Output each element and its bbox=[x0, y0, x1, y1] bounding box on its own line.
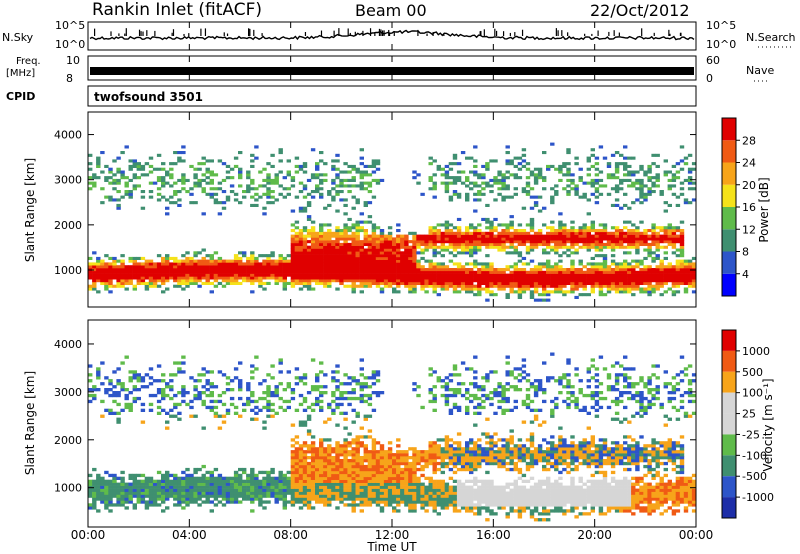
cpid-label: CPID bbox=[6, 90, 35, 103]
ytick-label: 1000 bbox=[54, 264, 82, 277]
colorbar-tick: -1000 bbox=[742, 491, 774, 504]
colorbar-swatch bbox=[722, 330, 736, 351]
cpid-value: twofsound 3501 bbox=[94, 90, 203, 104]
colorbar-tick: 1000 bbox=[742, 345, 770, 358]
ytick-label: 2000 bbox=[54, 434, 82, 447]
power-ylabel: Slant Range [km] bbox=[23, 158, 37, 262]
xtick-label: 08:00 bbox=[273, 528, 308, 542]
date-title: 22/Oct/2012 bbox=[590, 1, 690, 20]
colorbar-swatch bbox=[722, 413, 736, 435]
colorbar-tick: 28 bbox=[742, 134, 756, 147]
power-heatmap bbox=[88, 142, 697, 302]
colorbar-swatch bbox=[722, 434, 736, 456]
colorbar-tick: 25 bbox=[742, 408, 756, 421]
noise-tick-top-right: 10^5 bbox=[706, 19, 736, 32]
colorbar-swatch bbox=[722, 497, 736, 518]
ytick-label: 2000 bbox=[54, 219, 82, 232]
ytick-label: 4000 bbox=[54, 338, 82, 351]
velocity-panel: 1000 2000 3000 4000 Slant Range [km] 1000 50… bbox=[23, 319, 775, 528]
colorbar-tick: 24 bbox=[742, 157, 756, 170]
power-colorbar: 4 8 12 16 20 24 28 bbox=[721, 117, 756, 297]
freq-tick-bottom: 8 bbox=[66, 72, 73, 85]
freq-tick-top: 10 bbox=[66, 54, 80, 67]
colorbar-tick: 500 bbox=[742, 366, 763, 379]
station-title: Rankin Inlet (fitACF) bbox=[92, 0, 262, 20]
xtick-label: 12:00 bbox=[375, 528, 410, 542]
xtick-label: 16:00 bbox=[476, 528, 511, 542]
colorbar-tick: -100 bbox=[742, 449, 767, 462]
freq-trace bbox=[90, 67, 694, 75]
colorbar-tick: 16 bbox=[742, 201, 756, 214]
ytick-label: 3000 bbox=[54, 174, 82, 187]
colorbar-swatch bbox=[722, 118, 736, 141]
colorbar-tick: -500 bbox=[742, 470, 767, 483]
colorbar-swatch bbox=[722, 162, 736, 185]
colorbar-swatch bbox=[722, 184, 736, 207]
colorbar-swatch bbox=[722, 273, 736, 296]
colorbar-swatch bbox=[722, 140, 736, 163]
time-axis: 00:00 04:00 08:00 12:00 16:00 20:00 00:00 bbox=[71, 22, 714, 542]
nave-label: Nave bbox=[746, 64, 774, 77]
velocity-colorbar-label: Velocity [m s⁻¹] bbox=[761, 378, 775, 471]
colorbar-swatch bbox=[722, 392, 736, 414]
noise-tick-bottom-right: 10^0 bbox=[706, 38, 736, 51]
colorbar-tick: 20 bbox=[742, 179, 756, 192]
power-panel: 1000 2000 3000 4000 Slant Range [km] 4 8 12 16… bbox=[23, 111, 771, 308]
noise-tick-top-left: 10^5 bbox=[55, 19, 85, 32]
xtick-label: 00:00 bbox=[71, 528, 106, 542]
nsky-label: N.Sky bbox=[2, 31, 34, 44]
noise-tick-bottom-left: 10^0 bbox=[55, 38, 85, 51]
velocity-heatmap bbox=[88, 352, 697, 522]
ytick-label: 3000 bbox=[54, 386, 82, 399]
freq-panel: Freq. [MHz] 10 8 60 0 Nave bbox=[6, 54, 774, 85]
noise-trace bbox=[89, 28, 695, 41]
time-axis-label: Time UT bbox=[366, 540, 417, 554]
xtick-label: 04:00 bbox=[172, 528, 207, 542]
nave-tick-bottom: 0 bbox=[706, 72, 713, 85]
power-colorbar-label: Power [dB] bbox=[757, 177, 771, 242]
colorbar-tick: 12 bbox=[742, 223, 756, 236]
colorbar-swatch bbox=[722, 476, 736, 498]
xtick-label: 00:00 bbox=[679, 528, 714, 542]
colorbar-swatch bbox=[722, 371, 736, 393]
cpid-row: CPID twofsound 3501 bbox=[6, 85, 697, 107]
colorbar-swatch bbox=[722, 455, 736, 477]
colorbar-swatch bbox=[722, 207, 736, 230]
colorbar-swatch bbox=[722, 229, 736, 252]
colorbar-swatch bbox=[722, 350, 736, 372]
noise-panel: N.Sky 10^5 10^0 10^5 10^0 N.Search bbox=[2, 19, 796, 51]
ytick-label: 1000 bbox=[54, 482, 82, 495]
nave-tick-top: 60 bbox=[706, 54, 720, 67]
xtick-label: 20:00 bbox=[577, 528, 612, 542]
velocity-colorbar: 1000 500 100 25 -25 -100 -500 -1000 bbox=[721, 329, 774, 519]
colorbar-tick: -25 bbox=[742, 428, 760, 441]
colorbar-swatch bbox=[722, 251, 736, 274]
colorbar-tick: 4 bbox=[742, 268, 749, 281]
beam-title: Beam 00 bbox=[355, 1, 427, 20]
freq-label-2: [MHz] bbox=[6, 68, 35, 79]
nsearch-label: N.Search bbox=[746, 31, 796, 44]
velocity-ylabel: Slant Range [km] bbox=[23, 371, 37, 475]
freq-label-1: Freq. bbox=[16, 56, 41, 67]
colorbar-tick: 8 bbox=[742, 246, 749, 259]
colorbar-tick: 100 bbox=[742, 387, 763, 400]
ytick-label: 4000 bbox=[54, 129, 82, 142]
